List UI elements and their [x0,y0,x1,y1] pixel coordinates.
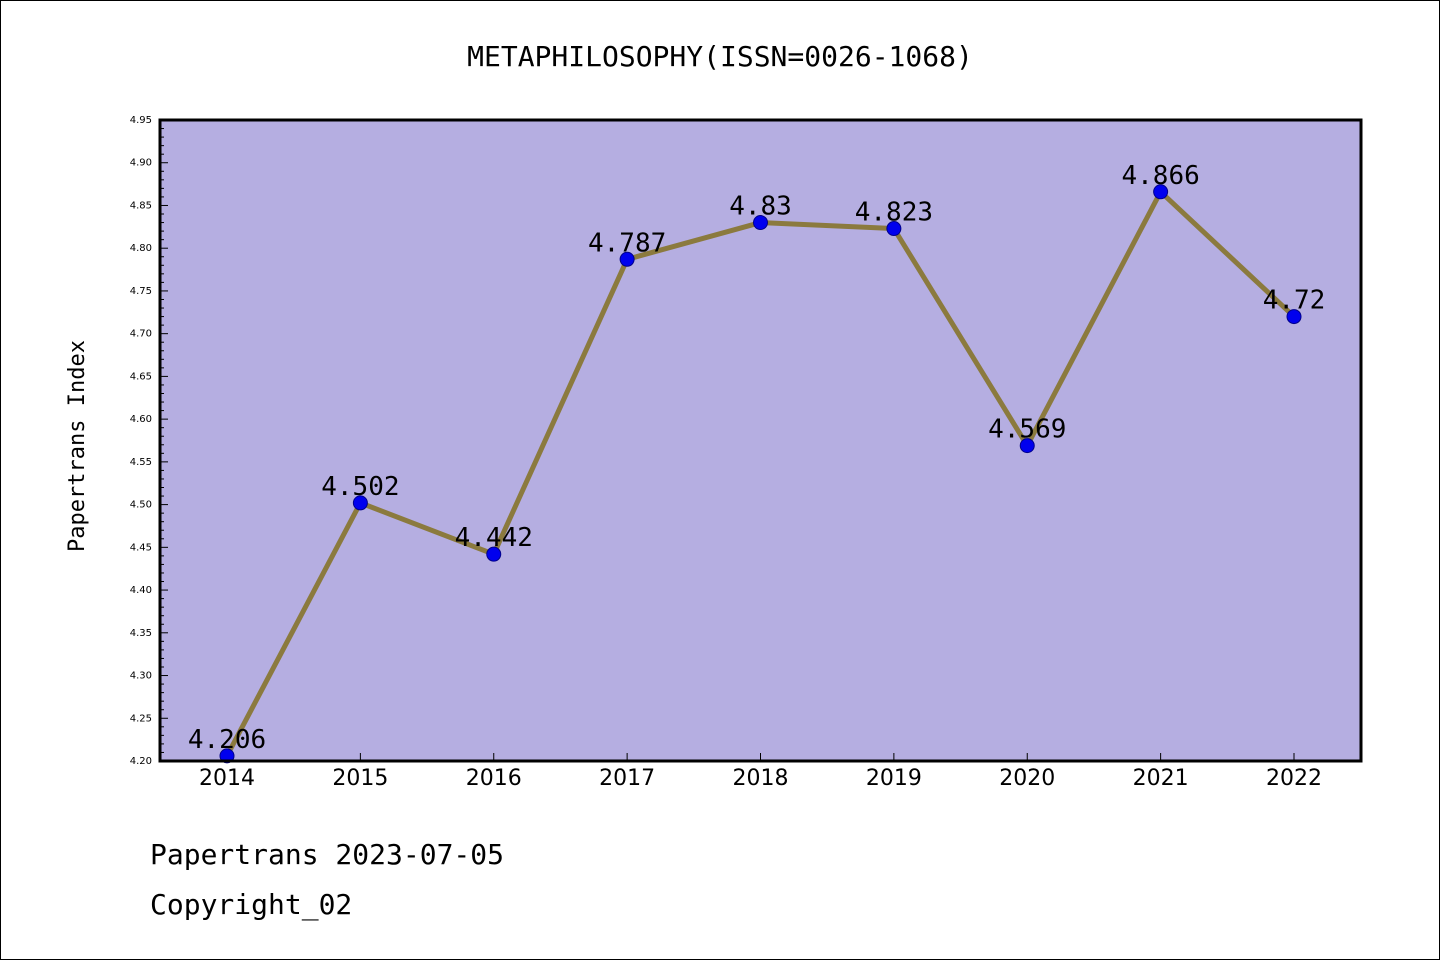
x-tick-label: 2018 [733,766,789,791]
data-label: 4.569 [988,415,1066,445]
x-tick-label: 2020 [999,766,1055,791]
series-line-segment [1158,189,1297,320]
footer-copyright: Copyright_02 [150,888,352,922]
y-tick-label: 4.50 [130,500,152,511]
y-tick-label: 4.75 [130,286,152,297]
series-line-segment [491,256,630,557]
data-label: 4.502 [321,472,399,502]
y-tick-label: 4.65 [130,371,152,382]
chart-title: METAPHILOSOPHY(ISSN=0026-1068) [467,40,973,73]
data-label: 4.866 [1121,161,1199,191]
x-axis-ticks: 2014 2015 2016 2017 2018 2019 2020 2021 2022 [199,753,1322,791]
data-label: 4.83 [729,192,792,222]
y-axis-label: Papertrans Index [65,340,90,552]
y-tick-label: 4.80 [130,243,152,254]
x-tick-label: 2017 [599,766,655,791]
data-label: 4.787 [588,228,666,258]
data-point [753,215,768,231]
x-tick-label: 2016 [466,766,522,791]
series-line-segment [624,220,763,262]
y-tick-label: 4.45 [130,542,152,553]
y-tick-label: 4.60 [130,414,152,425]
x-tick-label: 2022 [1266,766,1322,791]
data-point [886,221,902,237]
series-lines [224,189,1297,759]
data-point [619,251,635,267]
data-markers [219,184,1302,764]
y-tick-label: 4.90 [130,158,152,169]
series-line-segment [891,226,1030,449]
x-tick-label: 2015 [332,766,388,791]
y-tick-label: 4.40 [130,585,152,596]
data-point [1286,309,1302,325]
y-tick-label: 4.85 [130,200,152,211]
y-tick-label: 4.30 [130,671,152,682]
series-line-segment [357,500,497,557]
series-line-segment [758,220,897,232]
data-label: 4.442 [455,523,533,553]
plot-border [158,118,1363,763]
x-tick-label: 2019 [866,766,922,791]
data-label: 4.72 [1263,286,1326,316]
x-tick-label: 2021 [1133,766,1189,791]
footer-date: Papertrans 2023-07-05 [150,838,504,871]
y-tick-label: 4.35 [130,628,152,639]
data-point [352,495,368,511]
data-label: 4.823 [855,198,933,228]
y-tick-label: 4.25 [130,713,152,724]
data-point [219,748,235,764]
data-point [486,546,502,562]
data-labels: 4.206 4.502 4.442 4.787 4.83 4.823 4.569 4.866 4… [188,161,1325,755]
y-tick-label: 4.95 [130,115,152,126]
x-tick-label: 2014 [199,766,255,791]
series-line-segment [224,500,363,759]
data-label: 4.206 [188,725,266,755]
data-point [1153,184,1169,200]
y-tick-label: 4.55 [130,457,152,468]
y-tick-label: 4.20 [130,756,152,767]
data-point [1019,438,1035,454]
y-tick-label: 4.70 [130,329,152,340]
y-axis-ticks: 4.20 4.25 4.30 4.35 4.40 4.45 4.50 4.55 4.60 4.65… [130,115,168,767]
series-line-segment [1024,189,1164,449]
